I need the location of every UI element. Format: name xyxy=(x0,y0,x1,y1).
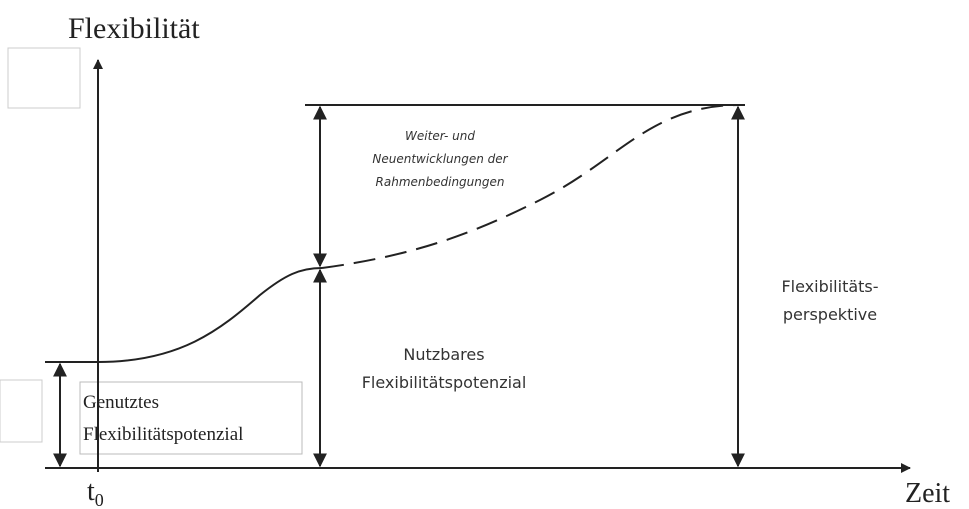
annotation-line: perspektive xyxy=(783,305,877,324)
curve-solid xyxy=(97,267,323,363)
annotation-line: Flexibilitäts- xyxy=(781,277,878,296)
annotation-line: Genutztes xyxy=(83,392,159,413)
label-box xyxy=(79,381,303,455)
annotation-line: Flexibilitätspotenzial xyxy=(83,424,243,445)
curve-dashed xyxy=(321,104,741,269)
origin-label: t0 xyxy=(87,476,104,509)
empty-box xyxy=(0,379,43,443)
annotation-line: Nutzbares xyxy=(403,345,484,364)
origin-subscript: 0 xyxy=(95,490,104,509)
annotation-line: Weiter- und xyxy=(405,129,475,143)
annotation-line: Neuentwicklungen der xyxy=(372,152,508,166)
y-axis-label: Flexibilität xyxy=(68,12,200,45)
annotation-line: Flexibilitätspotenzial xyxy=(362,373,527,392)
origin-base: t xyxy=(87,476,95,507)
x-axis-label: Zeit xyxy=(905,478,950,509)
empty-box xyxy=(7,47,81,109)
annotation-line: Rahmenbedingungen xyxy=(376,175,505,189)
